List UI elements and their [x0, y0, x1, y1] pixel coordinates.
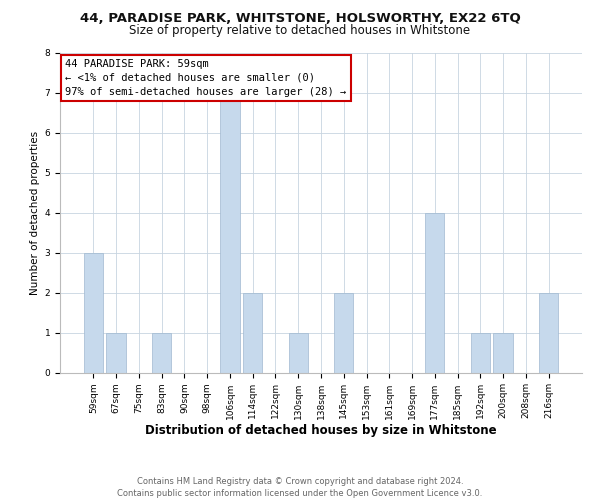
Bar — [289, 332, 308, 372]
Text: Contains HM Land Registry data © Crown copyright and database right 2024.
Contai: Contains HM Land Registry data © Crown c… — [118, 476, 482, 498]
Bar — [470, 332, 490, 372]
Bar — [84, 252, 103, 372]
Bar — [334, 292, 353, 372]
X-axis label: Distribution of detached houses by size in Whitstone: Distribution of detached houses by size … — [145, 424, 497, 437]
Bar — [425, 212, 445, 372]
Y-axis label: Number of detached properties: Number of detached properties — [31, 130, 40, 294]
Bar — [493, 332, 513, 372]
Text: 44 PARADISE PARK: 59sqm
← <1% of detached houses are smaller (0)
97% of semi-det: 44 PARADISE PARK: 59sqm ← <1% of detache… — [65, 59, 346, 97]
Text: 44, PARADISE PARK, WHITSTONE, HOLSWORTHY, EX22 6TQ: 44, PARADISE PARK, WHITSTONE, HOLSWORTHY… — [80, 12, 520, 26]
Bar — [220, 92, 239, 372]
Bar — [106, 332, 126, 372]
Text: Size of property relative to detached houses in Whitstone: Size of property relative to detached ho… — [130, 24, 470, 37]
Bar — [243, 292, 262, 372]
Bar — [539, 292, 558, 372]
Bar — [152, 332, 172, 372]
